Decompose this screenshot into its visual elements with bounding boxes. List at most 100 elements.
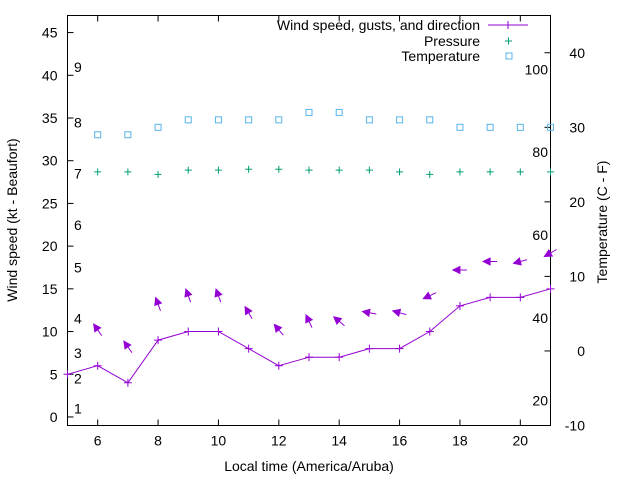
wind-arrow-head xyxy=(391,308,402,318)
wind-arrow-shaft xyxy=(127,346,133,353)
legend-pressure-label: Pressure xyxy=(424,33,480,49)
temperature-point xyxy=(426,116,434,124)
wind-arrow-head xyxy=(422,291,432,300)
wind-arrow-shaft xyxy=(248,312,253,320)
beaufort-label: 6 xyxy=(74,217,82,233)
y-tick-label: 20 xyxy=(42,238,58,254)
wind-direction-arrow xyxy=(481,257,498,266)
wind-arrow-head xyxy=(154,296,163,307)
x-tick-label: 16 xyxy=(392,433,408,449)
wind-speed-point xyxy=(305,353,313,362)
wind-direction-arrow xyxy=(244,305,253,320)
pressure-point xyxy=(184,166,192,174)
beaufort-label: 8 xyxy=(74,114,82,130)
wind-speed-point xyxy=(546,284,555,293)
pressure-point xyxy=(305,166,313,174)
legend-wind-marker xyxy=(504,21,512,29)
wind-arrow-shaft xyxy=(338,320,345,327)
temperature-point xyxy=(547,123,554,131)
x-tick-label: 14 xyxy=(331,433,347,449)
fahrenheit-label: 100 xyxy=(525,61,549,77)
plot-frame xyxy=(67,15,551,426)
temperature-point xyxy=(245,116,253,124)
y2-tick-label: 10 xyxy=(569,268,585,284)
wind-speed-point xyxy=(93,361,102,370)
y-axis-label: Wind speed (kt - Beaufort) xyxy=(4,138,20,301)
wind-direction-arrow xyxy=(451,265,467,275)
y-tick-label: 15 xyxy=(42,281,58,297)
wind-arrow-head xyxy=(273,323,283,334)
wind-arrow-head xyxy=(451,265,461,275)
y-tick-label: 30 xyxy=(42,153,58,169)
temperature-point xyxy=(486,123,494,131)
fahrenheit-label: 60 xyxy=(532,227,548,243)
wind-direction-arrow xyxy=(214,288,223,303)
beaufort-label: 9 xyxy=(74,59,82,75)
y-tick-label: 5 xyxy=(50,366,58,382)
temperature-point xyxy=(154,123,162,131)
wind-speed-point xyxy=(214,327,223,336)
wind-speed-point xyxy=(274,361,283,370)
beaufort-label: 1 xyxy=(74,400,82,416)
temperature-point xyxy=(516,123,524,131)
wind-speed-point xyxy=(244,344,253,353)
x-tick-label: 12 xyxy=(271,433,287,449)
legend-temperature-label: Temperature xyxy=(401,48,480,64)
wind-arrow-head xyxy=(361,308,371,318)
x-tick-label: 6 xyxy=(94,433,102,449)
wind-arrow-shaft xyxy=(520,259,528,262)
beaufort-label: 2 xyxy=(74,371,82,387)
wind-arrow-head xyxy=(214,288,223,298)
wind-arrow-shaft xyxy=(187,295,192,303)
pressure-point xyxy=(426,170,434,178)
x-axis-label: Local time (America/Aruba) xyxy=(224,458,394,474)
y-tick-label: 0 xyxy=(50,409,58,425)
fahrenheit-label: 40 xyxy=(532,310,548,326)
wind-arrow-head xyxy=(512,257,522,266)
wind-direction-arrow xyxy=(123,340,133,353)
pressure-point xyxy=(365,166,373,174)
pressure-point xyxy=(335,166,343,174)
temperature-point xyxy=(335,108,343,116)
wind-arrow-shaft xyxy=(550,249,557,254)
fahrenheit-label: 20 xyxy=(532,393,548,409)
wind-arrow-head xyxy=(543,248,554,258)
wind-speed-point xyxy=(154,336,163,345)
wind-direction-arrow xyxy=(305,313,314,328)
wind-arrow-head xyxy=(123,340,132,350)
data-series xyxy=(63,108,557,387)
pressure-point xyxy=(456,168,464,176)
y-tick-label: 25 xyxy=(42,195,58,211)
wind-speed-point xyxy=(486,293,495,302)
temperature-point xyxy=(365,116,373,124)
pressure-point xyxy=(275,165,283,173)
wind-arrow-head xyxy=(244,305,253,316)
wind-arrow-head xyxy=(184,288,193,298)
temperature-point xyxy=(124,131,132,139)
legend-temperature-marker xyxy=(505,52,513,60)
x-tick-label: 18 xyxy=(452,433,468,449)
wind-arrow-shaft xyxy=(429,292,437,297)
temperature-point xyxy=(184,116,192,124)
fahrenheit-scale: 20 40 60 80 100 xyxy=(525,61,549,408)
y2-axis-label: Temperature (C - F) xyxy=(594,161,610,284)
y-tick-label: 45 xyxy=(42,25,58,41)
wind-arrow-shaft xyxy=(278,329,284,336)
x-tick-label: 20 xyxy=(513,433,529,449)
wind-direction-arrow xyxy=(332,316,345,327)
temperature-point xyxy=(214,116,222,124)
wind-arrow-shaft xyxy=(217,295,222,303)
legend: Wind speed, gusts, and directionPressure… xyxy=(277,17,528,64)
wind-arrow-head xyxy=(481,257,491,266)
y-tick-label: 35 xyxy=(42,110,58,126)
wind-arrow-shaft xyxy=(369,312,377,315)
legend-wind-label: Wind speed, gusts, and direction xyxy=(277,17,480,33)
pressure-point xyxy=(516,168,524,176)
beaufort-label: 5 xyxy=(74,259,82,275)
wind-arrow-head xyxy=(93,323,102,333)
wind-direction-arrow xyxy=(543,248,557,258)
wind-speed-point xyxy=(184,327,193,336)
beaufort-scale: 1 2 3 4 5 6 7 8 9 xyxy=(74,59,82,417)
wind-direction-arrow xyxy=(512,257,528,266)
